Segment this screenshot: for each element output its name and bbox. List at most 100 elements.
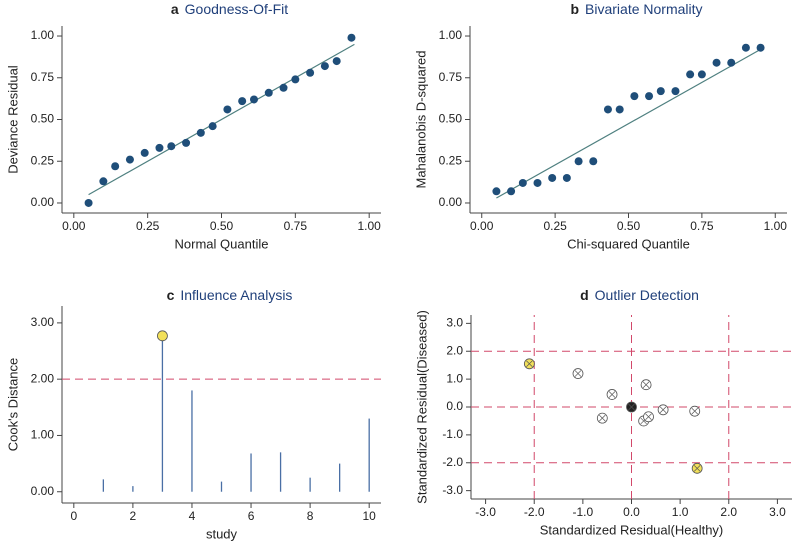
point-cross: [608, 391, 616, 398]
point: [756, 43, 765, 52]
x-axis-title: Chi-squared Quantile: [567, 236, 690, 251]
panel-title: b Bivariate Normality: [570, 1, 702, 17]
point: [712, 58, 721, 67]
x-tick-label: 2: [130, 509, 137, 523]
point: [347, 33, 356, 42]
x-axis-title: Normal Quantile: [175, 236, 269, 251]
y-tick-label: 0.50: [31, 112, 55, 126]
panel-letter: a: [171, 1, 179, 17]
x-tick-label: 8: [307, 509, 314, 523]
point: [671, 87, 680, 96]
fit-line: [496, 48, 761, 199]
y-tick-label: 0.0: [446, 399, 463, 413]
x-axis-title: Standardized Residual(Healthy): [540, 522, 724, 537]
panel-letter: c: [167, 287, 175, 303]
y-tick-label: -2.0: [442, 455, 463, 469]
point: [686, 70, 695, 79]
point: [603, 105, 612, 114]
point: [155, 143, 164, 152]
y-axis-title: Cook's Distance: [5, 358, 20, 452]
x-tick-label: 0.50: [617, 219, 641, 233]
x-tick-label: 1.0: [672, 505, 689, 519]
y-tick-label: 0.25: [31, 153, 55, 167]
point-cross: [693, 465, 701, 472]
point: [111, 162, 120, 171]
y-tick-label: 0.50: [439, 112, 463, 126]
point: [208, 122, 217, 131]
y-tick-label: 3.00: [31, 315, 55, 329]
x-tick-label: 0.50: [210, 219, 234, 233]
y-tick-label: 0.00: [31, 484, 55, 498]
x-tick-label: 0.00: [470, 219, 494, 233]
y-axis-title: Deviance Residual: [5, 65, 20, 174]
panel-title-text: Outlier Detection: [595, 287, 699, 303]
panel-title-text: Influence Analysis: [180, 287, 292, 303]
panel-title: c Influence Analysis: [167, 287, 293, 303]
point: [574, 157, 583, 166]
y-tick-label: 1.00: [31, 28, 55, 42]
point: [518, 178, 527, 187]
point: [291, 75, 300, 84]
y-tick-label: -3.0: [442, 483, 463, 497]
x-tick-label: 1.00: [358, 219, 382, 233]
panel-letter: d: [580, 287, 589, 303]
y-tick-label: 0.00: [439, 195, 463, 209]
point-cross: [645, 413, 652, 421]
point: [264, 88, 273, 97]
point: [562, 173, 571, 182]
fit-line: [88, 43, 355, 196]
point: [140, 148, 149, 157]
x-tick-label: 0.00: [62, 219, 86, 233]
point: [656, 87, 665, 96]
panel-letter: b: [570, 1, 579, 17]
y-tick-label: 1.00: [31, 428, 55, 442]
point: [645, 92, 654, 101]
x-tick-label: 0.25: [543, 219, 567, 233]
point: [223, 105, 232, 114]
point-cross: [659, 406, 667, 414]
point: [507, 187, 516, 196]
point-cross: [691, 407, 698, 415]
x-tick-label: 4: [189, 509, 196, 523]
y-tick-label: 0.75: [31, 70, 55, 84]
point: [589, 157, 598, 166]
x-tick-label: 3.0: [769, 505, 786, 519]
x-tick-label: 2.0: [720, 505, 737, 519]
point: [196, 128, 205, 137]
x-tick-label: 0.0: [623, 505, 640, 519]
point: [125, 155, 134, 164]
point-cross: [599, 414, 606, 422]
point: [167, 142, 176, 151]
point: [238, 97, 247, 106]
point: [320, 62, 329, 71]
x-tick-label: -3.0: [475, 505, 496, 519]
x-tick-label: 6: [248, 509, 255, 523]
point: [548, 173, 557, 182]
x-tick-label: 0.75: [284, 219, 308, 233]
x-axis-title: study: [206, 526, 238, 541]
x-tick-label: 1.00: [764, 219, 788, 233]
point: [84, 198, 93, 207]
highlight-point: [157, 330, 168, 342]
y-tick-label: 1.00: [439, 28, 463, 42]
point: [727, 58, 736, 67]
point-cross: [574, 370, 582, 377]
point: [741, 43, 750, 52]
point: [99, 177, 108, 186]
y-tick-label: 0.00: [31, 195, 55, 209]
y-tick-label: 2.0: [446, 343, 463, 357]
x-tick-label: -1.0: [573, 505, 594, 519]
point: [279, 83, 288, 92]
y-axis-title: Standardized Residual(Diseased): [414, 310, 429, 504]
point: [615, 105, 624, 114]
x-tick-label: 0.25: [136, 219, 160, 233]
point-cross: [628, 403, 635, 411]
y-tick-label: 1.0: [446, 371, 463, 385]
panel-title: d Outlier Detection: [580, 287, 699, 303]
point-cross: [526, 360, 533, 368]
point: [306, 68, 315, 77]
point: [249, 95, 258, 104]
point: [182, 138, 191, 147]
